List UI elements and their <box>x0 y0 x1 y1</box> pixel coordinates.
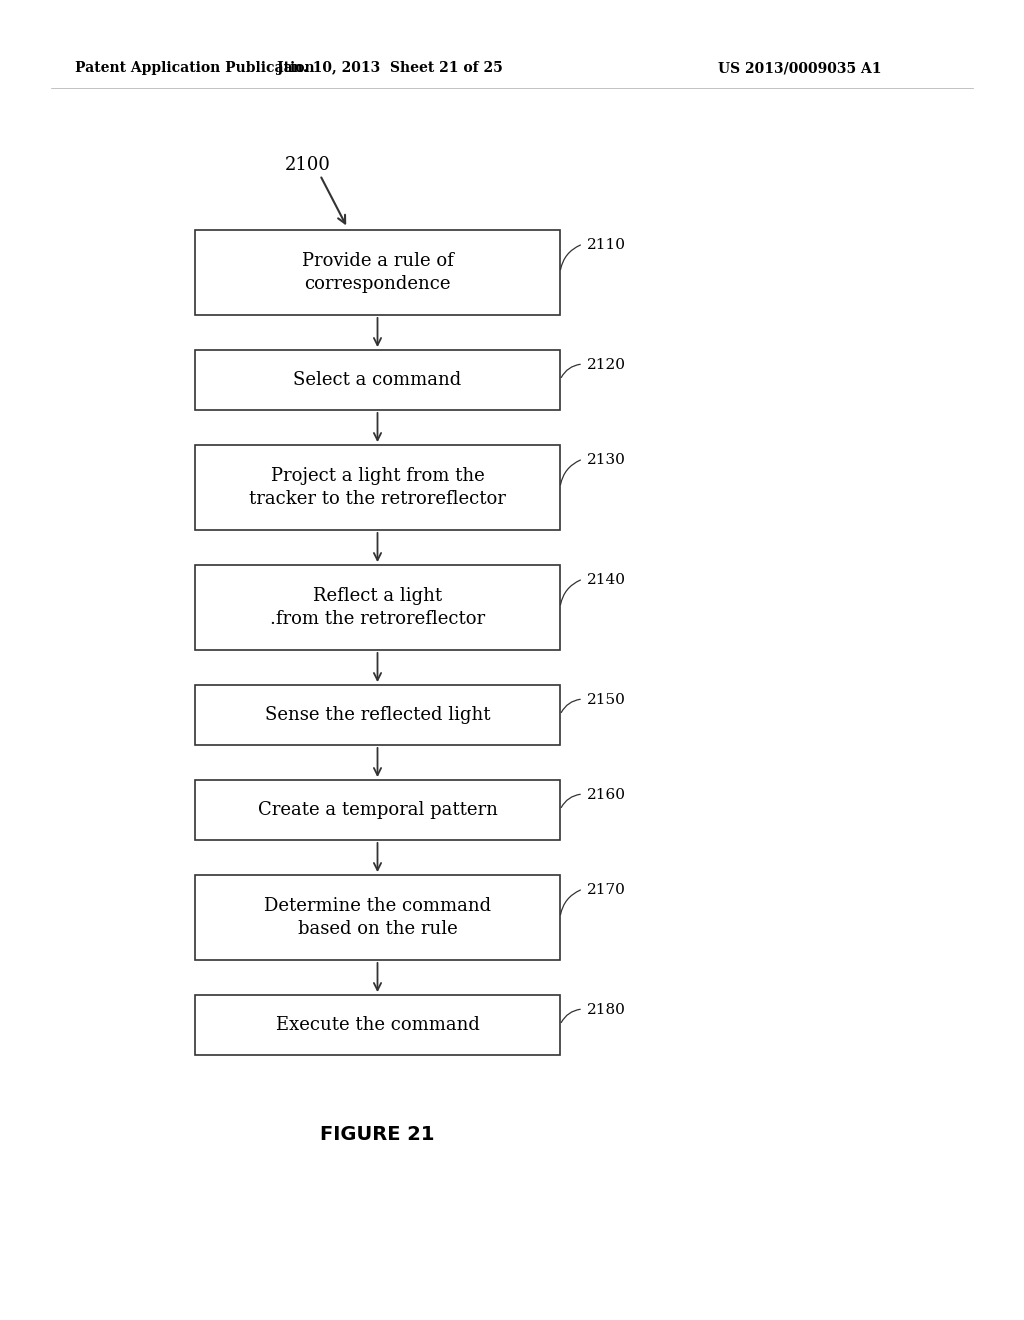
Text: Determine the command
based on the rule: Determine the command based on the rule <box>264 896 492 939</box>
Bar <box>195 565 560 649</box>
Bar <box>195 875 560 960</box>
Text: Patent Application Publication: Patent Application Publication <box>75 61 314 75</box>
Text: 2110: 2110 <box>587 238 626 252</box>
Text: 2100: 2100 <box>285 156 331 174</box>
Text: 2120: 2120 <box>587 358 626 372</box>
Bar <box>195 445 560 531</box>
Text: 2140: 2140 <box>587 573 626 587</box>
Text: Jan. 10, 2013  Sheet 21 of 25: Jan. 10, 2013 Sheet 21 of 25 <box>278 61 503 75</box>
Text: Create a temporal pattern: Create a temporal pattern <box>258 801 498 818</box>
Text: Project a light from the
tracker to the retroreflector: Project a light from the tracker to the … <box>249 467 506 508</box>
Text: Select a command: Select a command <box>293 371 462 389</box>
Bar <box>195 780 560 840</box>
Text: Reflect a light
.from the retroreflector: Reflect a light .from the retroreflector <box>270 586 485 628</box>
Text: 2160: 2160 <box>587 788 626 803</box>
Text: Execute the command: Execute the command <box>275 1016 479 1034</box>
Bar <box>195 350 560 411</box>
Text: US 2013/0009035 A1: US 2013/0009035 A1 <box>718 61 882 75</box>
Bar <box>195 230 560 315</box>
Text: 2130: 2130 <box>587 453 626 467</box>
Text: Provide a rule of
correspondence: Provide a rule of correspondence <box>302 252 454 293</box>
Bar <box>195 685 560 744</box>
Text: 2150: 2150 <box>587 693 626 708</box>
Bar <box>195 995 560 1055</box>
Text: 2180: 2180 <box>587 1003 626 1016</box>
Text: Sense the reflected light: Sense the reflected light <box>265 706 490 723</box>
Text: FIGURE 21: FIGURE 21 <box>321 1126 435 1144</box>
Text: 2170: 2170 <box>587 883 626 898</box>
